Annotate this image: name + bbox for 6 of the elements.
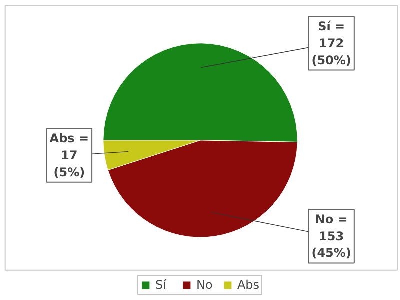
legend-label: No — [196, 278, 214, 292]
data-label: No = 153 (45%) — [312, 212, 352, 260]
data-label: Abs = 17 (5%) — [50, 132, 90, 180]
legend-label: Abs — [237, 278, 260, 292]
legend-label: Sí — [155, 278, 168, 292]
data-label: Sí = 172 (50%) — [312, 20, 352, 68]
